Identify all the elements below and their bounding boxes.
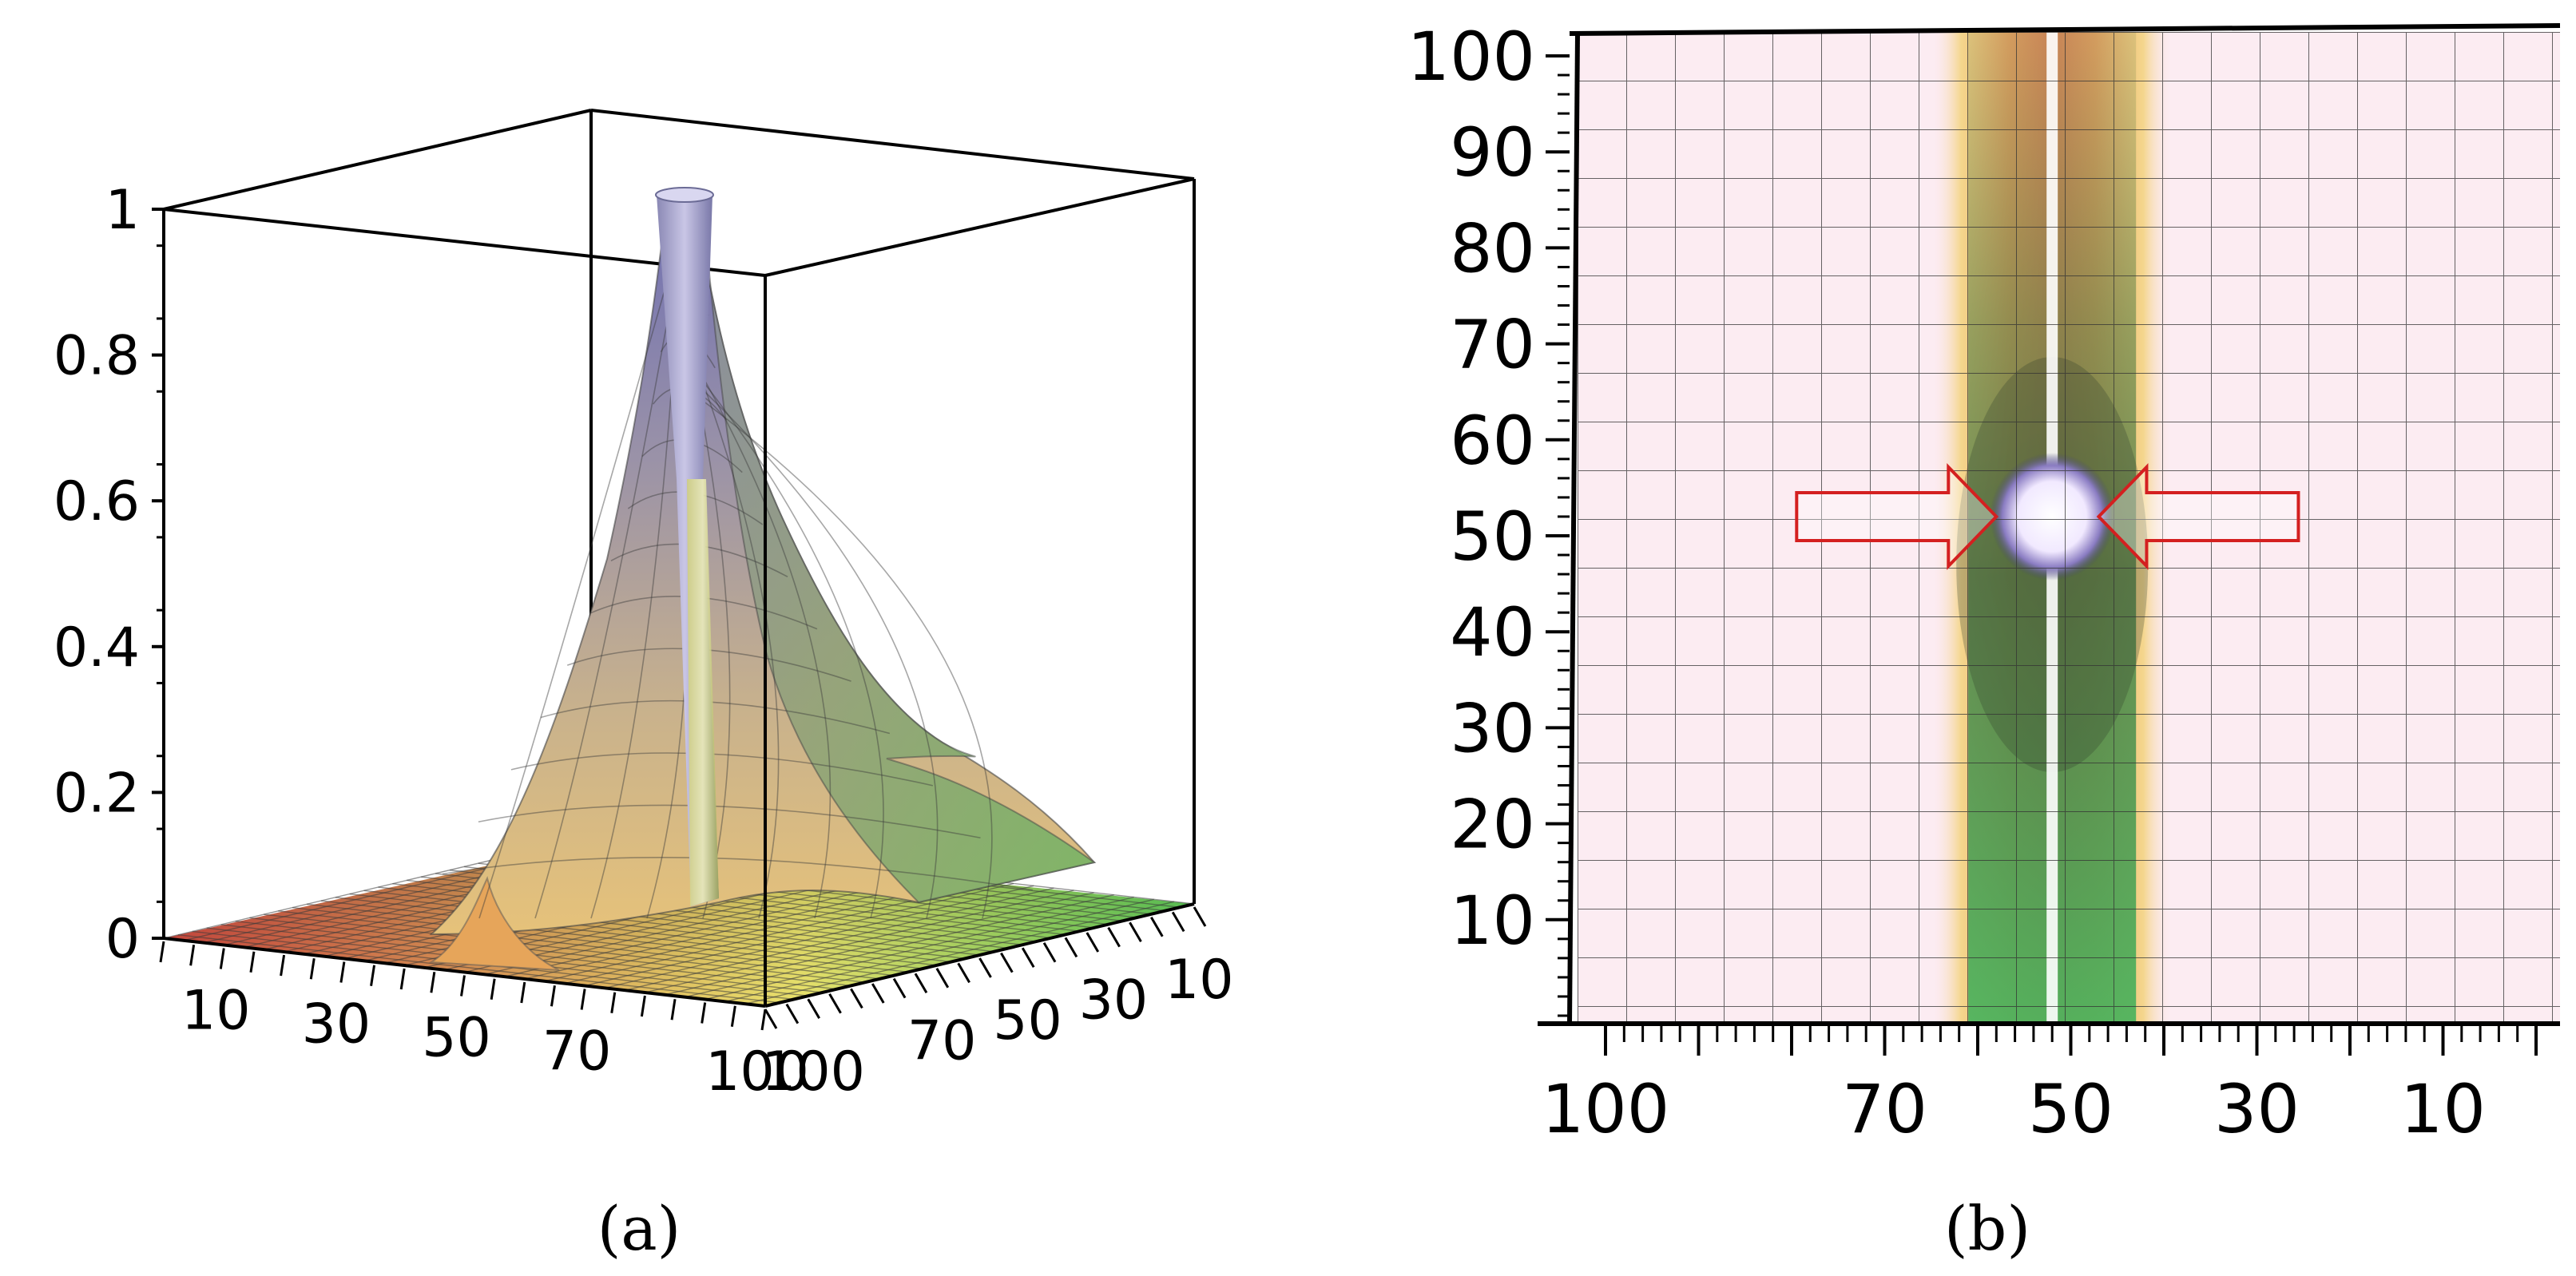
y-tick-label-b: 80: [1450, 209, 1535, 287]
y-tick-label-b: 30: [1450, 689, 1535, 767]
z-tick-label: 0.4: [54, 616, 140, 680]
x-tick-label-a: 70: [542, 1020, 612, 1084]
x-tick-label-b: 100: [1542, 1070, 1669, 1148]
x-tick-label-b: 30: [2214, 1070, 2300, 1148]
x-tick-label-b: 50: [2028, 1070, 2114, 1148]
y-tick-label-b: 20: [1450, 786, 1535, 864]
y-tick-label-a: 30: [1079, 969, 1149, 1032]
y-tick-label-b: 40: [1450, 593, 1535, 672]
caption-b: (b): [1944, 1193, 2030, 1264]
x-tick-label-b: 10: [2400, 1070, 2486, 1148]
x-tick-label-a: 50: [422, 1007, 491, 1070]
annotation-arrows: [1795, 463, 2300, 570]
y-tick-label-b: 90: [1450, 113, 1535, 192]
x-tick-label-b: 70: [1842, 1070, 1927, 1148]
x-axis-b: 100 70 50 30 10: [1542, 1024, 2538, 1148]
arrow-left: [2096, 463, 2300, 570]
panel-b: 10 20 30 40 50 60 70 80 90 100 100 70 50 30 10 (b): [1407, 18, 2561, 1264]
z-tick-label: 1: [105, 179, 140, 242]
z-tick-label: 0.2: [54, 762, 140, 825]
x-tick-label-a: 30: [302, 993, 371, 1056]
panel-a: 0 0.2 0.4 0.6 0.8 1 10 30 50 70 100 100 70 50 30 10 (…: [54, 109, 1234, 1264]
peak-spike: [655, 187, 719, 906]
y-tick-label-b: 70: [1450, 306, 1535, 384]
surface-ridge: [428, 199, 1097, 971]
y-tick-label-a: 10: [1165, 949, 1234, 1012]
z-axis: 0 0.2 0.4 0.6 0.8 1: [54, 179, 164, 971]
y-tick-label-a: 50: [993, 989, 1062, 1052]
caption-a: (a): [597, 1193, 681, 1264]
y-tick-label-b: 60: [1450, 402, 1535, 480]
z-tick-label: 0: [105, 908, 140, 971]
heatmap-frame: [1538, 23, 2561, 1026]
arrow-right: [1795, 463, 1999, 570]
y-axis-b: 10 20 30 40 50 60 70 80 90 100: [1407, 18, 1570, 1017]
y-tick-label-a: 100: [761, 1040, 865, 1104]
heatmap-grid: [1578, 32, 2560, 1022]
y-tick-label-b: 100: [1407, 18, 1535, 96]
y-tick-label-b: 10: [1450, 882, 1535, 960]
y-tick-label-a: 70: [907, 1010, 977, 1073]
y-axis-a: 100 70 50 30 10: [761, 906, 1234, 1104]
x-axis-a: 10 30 50 70 100: [159, 941, 809, 1104]
x-tick-label-a: 100: [705, 1040, 809, 1104]
x-tick-label-a: 10: [181, 980, 251, 1043]
z-tick-label: 0.6: [54, 470, 140, 533]
z-tick-label: 0.8: [54, 325, 140, 388]
panel-a-box: [162, 109, 1196, 938]
y-tick-label-b: 50: [1450, 497, 1535, 576]
